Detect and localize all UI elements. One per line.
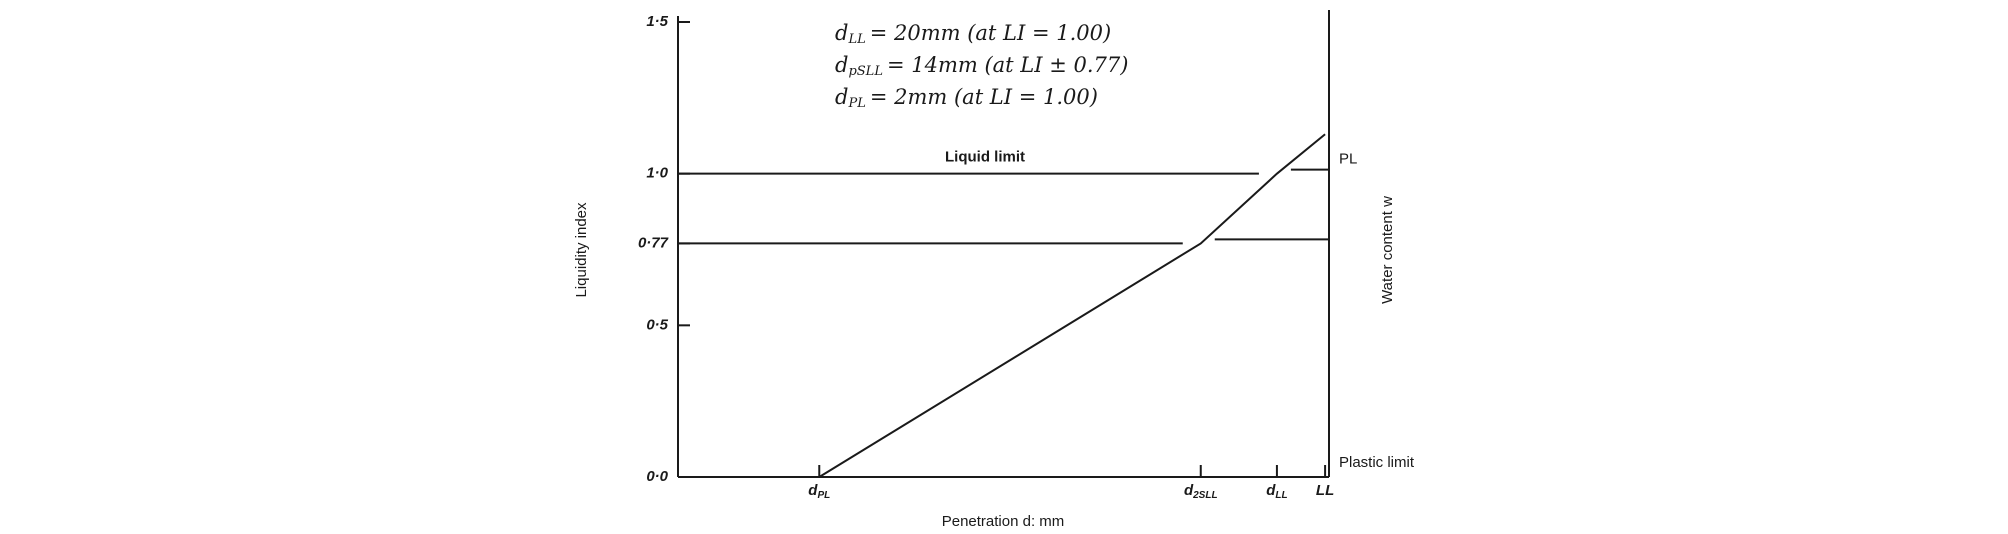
- x-tick-subscript: 2SLL: [1192, 490, 1217, 501]
- annotation-subscript: PL: [847, 96, 865, 111]
- annotation-subscript: pSLL: [848, 64, 883, 79]
- annotation-symbol: d: [835, 85, 848, 109]
- x-tick-subscript: PL: [817, 490, 830, 501]
- annotation-symbol: d: [835, 21, 848, 45]
- x-tick-symbol: d: [808, 482, 818, 499]
- x-tick-label: LL: [1316, 482, 1334, 499]
- annotation-subscript: LL: [847, 32, 865, 47]
- data-line: [818, 133, 1326, 478]
- x-tick-symbol: LL: [1316, 482, 1334, 499]
- y-tick-label: 1·5: [646, 13, 668, 30]
- x-tick-symbol: d: [1266, 482, 1276, 499]
- y2-tick-label: PL: [1339, 151, 1357, 168]
- annotation: dpSLL = 14mm (at LI ± 0.77): [835, 53, 1128, 79]
- annotation: dLL = 20mm (at LI = 1.00): [835, 21, 1111, 47]
- annotation-text: = 20mm (at LI = 1.00): [870, 21, 1111, 45]
- y-axis-label: Liquidity index: [573, 202, 590, 298]
- annotation-text: = 14mm (at LI ± 0.77): [887, 53, 1128, 77]
- y-tick-label: 0·0: [646, 468, 668, 485]
- annotation-symbol: d: [835, 53, 848, 77]
- reference-label: Liquid limit: [945, 149, 1025, 166]
- x-tick-label: dPL: [808, 482, 830, 501]
- y2-axis-label: Water content w: [1379, 196, 1396, 304]
- y-tick-label: 0·5: [646, 316, 668, 333]
- x-tick-symbol: d: [1184, 482, 1194, 499]
- x-axis-label: Penetration d: mm: [942, 513, 1065, 530]
- x-tick-subscript: LL: [1275, 490, 1287, 501]
- annotation-text: = 2mm (at LI = 1.00): [870, 85, 1098, 109]
- annotation: dPL = 2mm (at LI = 1.00): [835, 85, 1098, 111]
- y-tick-label: 0·77: [638, 234, 669, 251]
- x-tick-label: d2SLL: [1184, 482, 1218, 501]
- y-tick-label: 1·0: [646, 165, 668, 182]
- y2-tick-label: Plastic limit: [1339, 454, 1415, 471]
- x-tick-label: dLL: [1266, 482, 1287, 501]
